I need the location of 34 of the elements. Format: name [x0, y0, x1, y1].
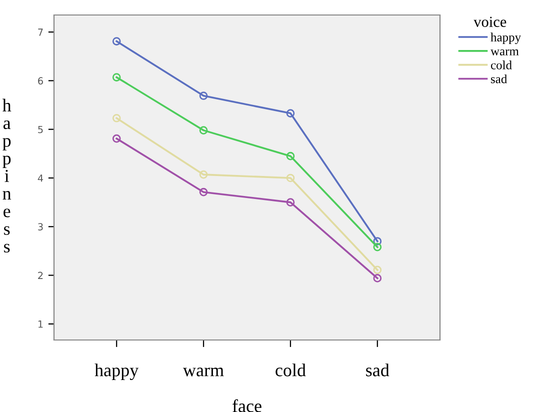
point — [286, 109, 295, 118]
x-tick-label: cold — [276, 364, 306, 376]
y-tick-label: 3 — [38, 223, 43, 230]
point — [373, 242, 382, 252]
point — [286, 174, 295, 182]
point — [199, 126, 208, 134]
x-axis-title: face — [232, 399, 262, 412]
y-tick-label: 2 — [38, 272, 43, 279]
point — [112, 73, 121, 82]
point — [286, 152, 295, 160]
y-tick-label: 4 — [38, 174, 44, 182]
point — [286, 198, 295, 206]
point — [373, 266, 382, 274]
legend-label: sad — [491, 74, 508, 84]
x-tick-label: happy — [94, 364, 139, 380]
point — [112, 114, 121, 122]
y-tick-label: 6 — [38, 77, 43, 85]
point — [112, 37, 121, 46]
point — [199, 92, 208, 100]
point — [373, 237, 382, 246]
legend-title: voice — [474, 16, 506, 27]
point — [199, 188, 208, 196]
point — [199, 170, 208, 179]
legend-label: cold — [490, 60, 512, 70]
y-tick-label: 1 — [38, 320, 43, 328]
legend-label: happy — [490, 32, 521, 44]
legend-label: warm — [490, 49, 519, 56]
y-tick-label: 5 — [38, 126, 43, 134]
x-tick-label: sad — [366, 364, 390, 376]
x-tick-label: warm — [182, 368, 224, 376]
y-tick-label: 7 — [38, 28, 43, 36]
text: happiness — [2, 98, 12, 253]
point — [112, 134, 121, 143]
point — [373, 274, 382, 282]
